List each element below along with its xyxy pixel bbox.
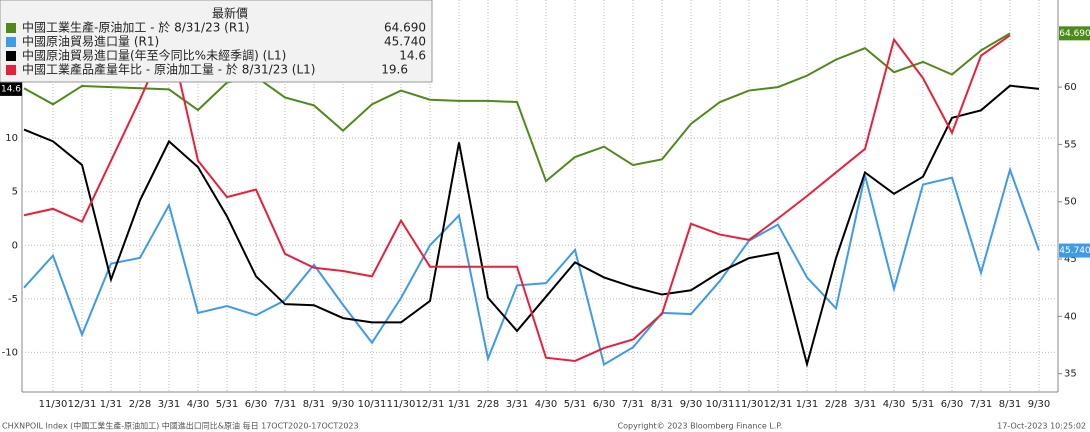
y2-tick-label: 50 <box>1064 197 1077 208</box>
footer-center: Copyright© 2023 Bloomberg Finance L.P. <box>618 422 783 431</box>
legend-label: 中國工業生產-原油加工 - 於 8/31/23 (R1) <box>22 20 250 35</box>
end-tag-label: 64.690 <box>1059 29 1090 39</box>
footer-left: CHXNPOIL Index (中國工業生產-原油加工) 中國進出口同比&原油 … <box>2 421 359 431</box>
legend: 最新價 中國工業生產-原油加工 - 於 8/31/23 (R1) 64.690 中國… <box>0 0 433 83</box>
y2-tick-label: 40 <box>1064 311 1077 322</box>
x-tick-label: 11/30 <box>387 399 416 410</box>
x-tick-label: 12/31 <box>68 399 97 410</box>
x-tick-label: 7/31 <box>274 399 296 410</box>
x-tick-label: 1/31 <box>448 399 470 410</box>
legend-value: 64.690 <box>384 21 426 35</box>
series-line <box>23 166 1040 367</box>
x-tick-label: 9/30 <box>1028 399 1050 410</box>
x-tick-label: 4/30 <box>187 399 209 410</box>
x-tick-label: 5/31 <box>912 399 934 410</box>
y2-tick-label: 45 <box>1064 254 1077 265</box>
end-tag <box>0 81 22 96</box>
x-tick-label: 6/30 <box>941 399 963 410</box>
x-tick-label: 7/31 <box>970 399 992 410</box>
legend-value: 45.740 <box>384 35 426 49</box>
x-tick-label: 1/31 <box>100 399 122 410</box>
legend-box <box>0 0 433 83</box>
y-tick-label: 0 <box>12 240 18 251</box>
legend-header: 最新價 <box>212 6 248 21</box>
x-tick-label: 7/31 <box>622 399 644 410</box>
legend-label: 中國原油貿易進口量(年至今同比%未經季調) (L1) <box>22 48 286 63</box>
x-tick-label: 2/28 <box>129 399 151 410</box>
series-line <box>23 30 1011 362</box>
x-tick-label: 2/28 <box>825 399 847 410</box>
series-line <box>23 32 1011 183</box>
legend-label: 中國工業產品產量年比 - 原油加工量 - 於 8/31/23 (L1) <box>22 62 316 77</box>
x-tick-label: 8/31 <box>651 399 673 410</box>
x-tick-label: 3/31 <box>506 399 528 410</box>
y-tick-label: 5 <box>12 187 18 198</box>
x-tick-label: 3/31 <box>854 399 876 410</box>
x-tick-label: 4/30 <box>883 399 905 410</box>
legend-label: 中國原油貿易進口量 (R1) <box>22 34 159 49</box>
end-tag <box>1059 26 1090 41</box>
x-tick-label: 12/31 <box>416 399 445 410</box>
y2-tick-label: 35 <box>1064 369 1077 380</box>
legend-value: 19.6 <box>381 63 408 77</box>
y-tick-label: -5 <box>8 294 18 305</box>
legend-value: 14.6 <box>399 49 426 63</box>
x-tick-label: 6/30 <box>593 399 615 410</box>
legend-swatch <box>6 51 16 61</box>
x-tick-label: 1/31 <box>796 399 818 410</box>
x-tick-label: 2/28 <box>477 399 499 410</box>
x-tick-label: 11/30 <box>735 399 764 410</box>
x-tick-label: 10/31 <box>706 399 735 410</box>
y-tick-label: -10 <box>2 347 18 358</box>
x-tick-label: 11/30 <box>39 399 68 410</box>
end-tag <box>1059 243 1090 258</box>
legend-swatch <box>6 23 16 33</box>
x-tick-label: 8/31 <box>999 399 1021 410</box>
x-tick-label: 5/31 <box>216 399 238 410</box>
y-tick-label: 10 <box>5 133 18 144</box>
x-tick-label: 9/30 <box>680 399 702 410</box>
y2-tick-label: 55 <box>1064 139 1077 150</box>
legend-swatch <box>6 65 16 75</box>
x-tick-label: 10/31 <box>358 399 387 410</box>
x-tick-label: 12/31 <box>764 399 793 410</box>
end-tag-label: 45.740 <box>1059 246 1090 256</box>
end-tag-label: 14.6 <box>1 84 21 94</box>
legend-swatch <box>6 37 16 47</box>
x-tick-label: 5/31 <box>564 399 586 410</box>
x-tick-label: 9/30 <box>332 399 354 410</box>
y2-tick-label: 60 <box>1064 82 1077 93</box>
footer-right: 17-Oct-2023 10:25:02 <box>997 422 1086 431</box>
x-tick-label: 3/31 <box>158 399 180 410</box>
x-tick-label: 6/30 <box>245 399 267 410</box>
x-tick-label: 4/30 <box>535 399 557 410</box>
x-tick-label: 8/31 <box>303 399 325 410</box>
